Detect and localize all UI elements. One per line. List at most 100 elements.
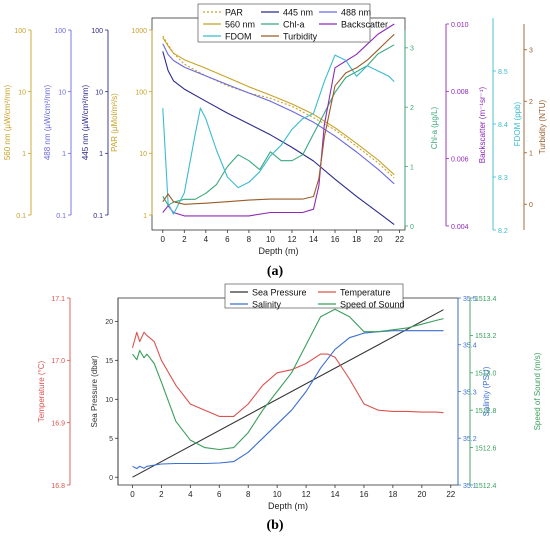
pressure-tick-label: 20	[105, 319, 113, 326]
x-tick-label: 20	[374, 235, 383, 244]
x-tick-label: 12	[302, 490, 311, 499]
turbidity-tick-label: 3	[529, 48, 533, 55]
legend-label-backscatter: Backscatter	[341, 20, 388, 30]
sos-tick-label: 1513.4	[475, 296, 497, 303]
nm488-tick-label: 1	[62, 151, 66, 158]
x-tick-label: 2	[159, 490, 164, 499]
temp-tick-label: 16.8	[51, 483, 65, 490]
legend-box	[224, 283, 404, 309]
sos-tick-label: 1512.4	[475, 483, 497, 490]
pressure-tick-label: 0	[109, 475, 113, 482]
par-tick-label: 1000	[131, 28, 147, 35]
panel-a-label: (a)	[267, 264, 284, 279]
x-tick-label: 14	[309, 235, 318, 244]
series-line-445-nm	[162, 51, 395, 226]
sal-tick-label: 35.1	[463, 483, 477, 490]
x-tick-label: 10	[273, 490, 282, 499]
turbidity-tick-label: 0	[529, 202, 533, 209]
turbidity-tick-label: 2	[529, 99, 533, 106]
x-tick-label: 14	[331, 490, 340, 499]
sal-axis-title: Salinity (PSU)	[482, 366, 491, 416]
sos-tick-label: 1513.0	[475, 371, 497, 378]
par-tick-label: 1	[143, 213, 147, 220]
nm488-tick-label: 10	[58, 89, 66, 96]
x-tick-label: 20	[417, 490, 426, 499]
x-tick-label: 2	[182, 235, 187, 244]
sos-tick-label: 1513.2	[475, 333, 497, 340]
x-axis-title: Depth (m)	[258, 246, 298, 256]
x-tick-label: 8	[247, 235, 252, 244]
series-line-560-nm	[162, 37, 395, 176]
series-line-488-nm	[162, 43, 395, 185]
pressure-tick-label: 5	[109, 436, 113, 443]
series-line-temperature	[131, 331, 444, 417]
fdom-tick-label: 8.2	[498, 228, 508, 235]
turbidity-axis-title: Turbidity (NTU)	[538, 99, 547, 154]
series-line-sea-pressure	[132, 309, 444, 478]
legend-label-488-nm: 488 nm	[341, 8, 371, 18]
temp-tick-label: 16.9	[51, 420, 65, 427]
pressure-tick-label: 15	[105, 358, 113, 365]
nm488-axis-title: 488 nm (µW/cm²/nm)	[43, 85, 52, 161]
nm560-tick-label: 0.1	[16, 213, 26, 220]
legend-label-fdom: FDOM	[225, 32, 252, 42]
chla-tick-label: 3	[410, 46, 414, 53]
backscatter-axis-title: Backscatter (m⁻¹sr⁻¹)	[478, 86, 487, 163]
legend-label-445-nm: 445 nm	[283, 8, 313, 18]
nm445-tick-label: 10	[95, 89, 103, 96]
temp-axis-title: Temperature (°C)	[37, 360, 46, 422]
par-tick-label: 100	[135, 89, 147, 96]
series-line-fdom	[162, 54, 395, 215]
pressure-tick-label: 10	[105, 397, 113, 404]
chla-axis-title: Chl-a (µg/L)	[430, 106, 439, 149]
series-line-salinity	[132, 330, 444, 470]
x-tick-label: 4	[188, 490, 193, 499]
chla-tick-label: 2	[410, 105, 414, 112]
temp-tick-label: 17.0	[51, 358, 65, 365]
nm560-tick-label: 1	[22, 151, 26, 158]
legend-label-speed-of-sound: Speed of Sound	[340, 300, 405, 310]
legend-label-560-nm: 560 nm	[225, 20, 255, 30]
x-tick-label: 0	[161, 235, 166, 244]
x-axis-title: Depth (m)	[268, 501, 308, 511]
nm445-tick-label: 0.1	[93, 213, 103, 220]
fdom-tick-label: 8.4	[498, 122, 508, 129]
legend-label-salinity: Salinity	[252, 300, 282, 310]
series-line-backscatter	[162, 23, 395, 217]
panel-b-chart: 0 2 4 6 8 10 12 14 16 18 20 22 Depth (m) 16.8 16.9 17.0…	[37, 283, 542, 511]
fdom-tick-label: 8.5	[498, 69, 508, 76]
x-tick-label: 22	[395, 235, 404, 244]
x-tick-label: 4	[204, 235, 209, 244]
fdom-tick-label: 8.3	[498, 175, 508, 182]
panel-b-label: (b)	[266, 518, 283, 533]
par-tick-label: 10	[139, 151, 147, 158]
backscatter-tick-label: 0.006	[451, 156, 469, 163]
nm560-tick-label: 100	[14, 28, 26, 35]
backscatter-tick-label: 0.008	[451, 89, 469, 96]
pressure-axis-title: Sea Pressure (dbar)	[90, 355, 99, 427]
series-line-par	[162, 35, 395, 179]
nm445-tick-label: 100	[91, 28, 103, 35]
x-tick-label: 22	[446, 490, 455, 499]
chla-tick-label: 1	[410, 164, 414, 171]
legend-label-temperature: Temperature	[340, 288, 391, 298]
x-tick-label: 12	[288, 235, 297, 244]
plot-frame	[151, 17, 406, 231]
temp-tick-label: 17.1	[51, 296, 65, 303]
par-axis-title: PAR (µMol/m²/s)	[110, 93, 119, 152]
series-line-turbidity	[162, 33, 395, 205]
sos-axis-title: Speed of Sound (m/s)	[533, 352, 542, 430]
chla-tick-label: 0	[410, 224, 414, 231]
x-tick-label: 10	[266, 235, 275, 244]
legend-label-sea-pressure: Sea Pressure	[252, 288, 307, 298]
x-tick-label: 18	[352, 235, 361, 244]
turbidity-tick-label: 1	[529, 151, 533, 158]
nm445-tick-label: 1	[99, 151, 103, 158]
x-tick-label: 8	[246, 490, 251, 499]
series-line-chl-a	[162, 44, 395, 206]
nm488-tick-label: 0.1	[56, 213, 66, 220]
fdom-axis-title: FDOM (ppb)	[513, 101, 522, 146]
backscatter-tick-label: 0.004	[451, 224, 469, 231]
